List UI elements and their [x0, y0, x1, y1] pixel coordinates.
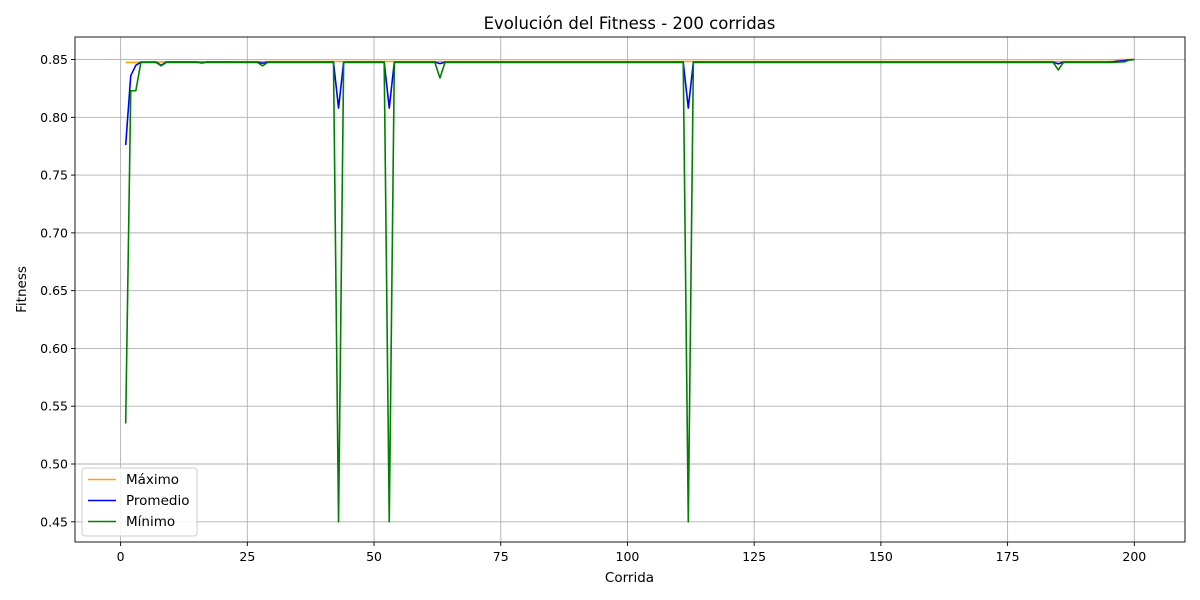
legend-label-0: Máximo [126, 472, 179, 488]
x-tick-label: 125 [742, 549, 766, 564]
series-line-2 [124, 58, 1135, 523]
y-tick-label: 0.75 [40, 168, 68, 183]
x-tick-label: 25 [239, 549, 255, 564]
y-tick-label: 0.60 [40, 341, 68, 356]
x-tick-label: 150 [869, 549, 893, 564]
y-tick-label: 0.55 [40, 399, 68, 414]
x-tick-label: 50 [366, 549, 382, 564]
y-tick-label: 0.50 [40, 456, 68, 471]
legend-box [81, 467, 198, 537]
legend-label-1: Promedio [126, 493, 189, 509]
chart-title: Evolución del Fitness - 200 corridas [484, 14, 776, 33]
ticks-layer: 0 25 50 75 100 125 150 175 200 0.45 0.50 0.55 0.60 0.… [40, 52, 1146, 564]
x-tick-label: 75 [493, 549, 509, 564]
x-tick-label: 175 [996, 549, 1020, 564]
series-layer [124, 58, 1135, 523]
legend: Máximo Promedio Mínimo [81, 467, 198, 537]
plot-frame [74, 36, 1186, 543]
y-tick-label: 0.45 [40, 514, 68, 529]
x-tick-label: 100 [616, 549, 640, 564]
series-line-1 [124, 58, 1135, 146]
grid-layer [75, 37, 1185, 542]
y-tick-label: 0.80 [40, 110, 68, 125]
legend-label-2: Mínimo [126, 514, 175, 530]
y-axis-title: Fitness [14, 266, 30, 313]
x-tick-label: 200 [1122, 549, 1146, 564]
y-tick-label: 0.85 [40, 52, 68, 67]
x-axis-title: Corrida [605, 570, 654, 586]
y-tick-label: 0.70 [40, 225, 68, 240]
y-tick-label: 0.65 [40, 283, 68, 298]
x-tick-label: 0 [117, 549, 125, 564]
